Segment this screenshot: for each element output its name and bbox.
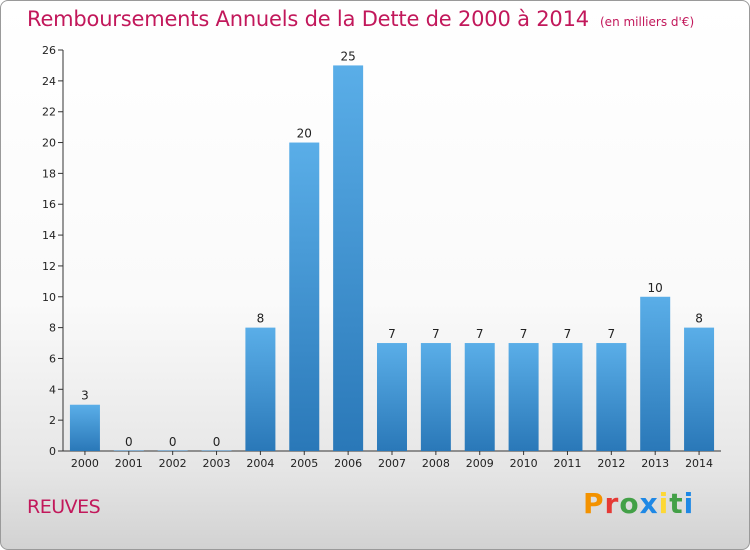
bar-2014 (684, 327, 715, 451)
bar-2007 (377, 343, 407, 451)
logo-letter: r (604, 487, 620, 520)
logo-letter: o (619, 487, 640, 520)
x-tick-label-2009: 2009 (466, 457, 494, 470)
x-tick-label-2002: 2002 (159, 457, 187, 470)
bar-2010 (508, 343, 539, 451)
logo-letter: i (683, 487, 695, 520)
bar-2005 (289, 142, 320, 452)
data-label-2007: 7 (388, 327, 396, 341)
y-tick-label: 18 (42, 167, 56, 180)
x-tick-label-2001: 2001 (115, 457, 143, 470)
y-tick-label: 4 (49, 383, 56, 396)
data-label-2006: 25 (340, 49, 355, 63)
x-tick-label-2003: 2003 (203, 457, 231, 470)
data-label-2011: 7 (564, 327, 572, 341)
y-tick-label: 2 (49, 414, 56, 427)
bar-2011 (552, 343, 583, 451)
y-tick-label: 10 (42, 291, 56, 304)
y-tick-label: 26 (42, 44, 56, 57)
y-tick-label: 6 (49, 352, 56, 365)
bar-2000 (69, 404, 100, 451)
bar-2012 (596, 343, 627, 451)
y-tick-label: 8 (49, 322, 56, 335)
data-label-2013: 10 (648, 281, 663, 295)
x-tick-label-2007: 2007 (378, 457, 406, 470)
x-tick-label-2014: 2014 (685, 457, 713, 470)
data-label-2010: 7 (520, 327, 528, 341)
bar-2013 (640, 296, 671, 451)
logo-letter: i (658, 487, 670, 520)
y-tick-label: 16 (42, 198, 56, 211)
logo-letter: x (639, 487, 659, 520)
proxiti-logo[interactable]: Proxiti (583, 487, 694, 520)
logo-letter: P (583, 487, 605, 520)
data-label-2004: 8 (257, 312, 265, 326)
bar-2008 (420, 343, 451, 451)
bar-2009 (464, 343, 495, 451)
data-label-2002: 0 (169, 435, 177, 449)
bar-2004 (245, 327, 276, 451)
chart-title-row: Remboursements Annuels de la Dette de 20… (27, 7, 694, 31)
x-tick-label-2005: 2005 (290, 457, 318, 470)
bar-2002 (157, 450, 188, 451)
x-tick-label-2006: 2006 (334, 457, 362, 470)
y-tick-label: 14 (42, 229, 56, 242)
x-tick-label-2010: 2010 (510, 457, 538, 470)
x-tick-label-2004: 2004 (246, 457, 274, 470)
data-label-2009: 7 (476, 327, 484, 341)
y-tick-label: 12 (42, 260, 56, 273)
chart-labels: 0246810121416182022242632000020010200202… (42, 44, 713, 470)
x-tick-label-2011: 2011 (553, 457, 581, 470)
x-tick-label-2008: 2008 (422, 457, 450, 470)
data-label-2003: 0 (213, 435, 221, 449)
x-tick-label-2000: 2000 (71, 457, 99, 470)
data-label-2008: 7 (432, 327, 440, 341)
logo-letter: t (669, 487, 684, 520)
x-tick-label-2013: 2013 (641, 457, 669, 470)
y-tick-label: 0 (49, 445, 56, 458)
y-tick-label: 20 (42, 137, 56, 150)
data-label-2005: 20 (297, 127, 312, 141)
y-tick-label: 24 (42, 75, 56, 88)
bar-2003 (201, 450, 232, 451)
commune-name: REUVES (27, 496, 101, 518)
y-tick-label: 22 (42, 106, 56, 119)
bar-2001 (113, 450, 144, 451)
chart-subtitle: (en milliers d'€) (600, 15, 695, 29)
data-label-2000: 3 (81, 389, 89, 403)
data-label-2014: 8 (695, 312, 703, 326)
chart-title: Remboursements Annuels de la Dette de 20… (27, 7, 589, 31)
bar-2006 (333, 65, 364, 451)
chart-bars (69, 65, 715, 452)
data-label-2012: 7 (608, 327, 616, 341)
x-tick-label-2012: 2012 (597, 457, 625, 470)
data-label-2001: 0 (125, 435, 133, 449)
